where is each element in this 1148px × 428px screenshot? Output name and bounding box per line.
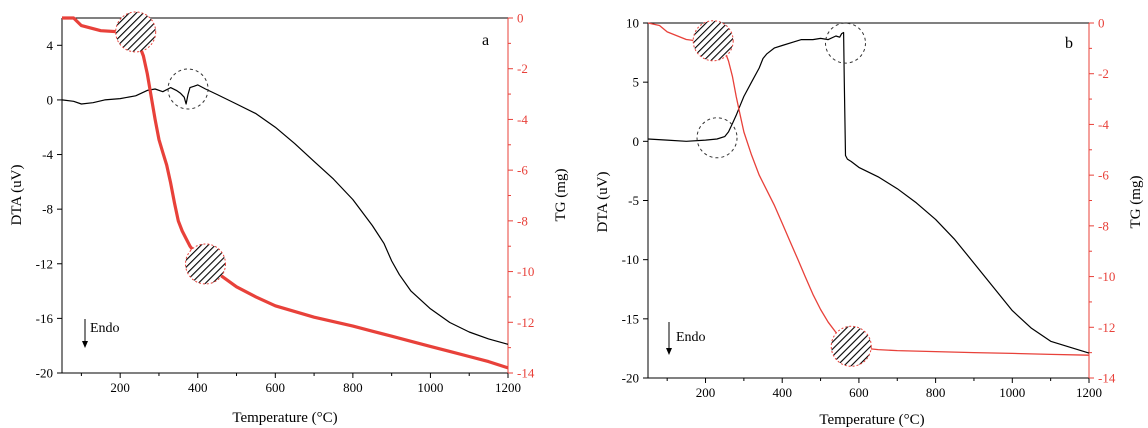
panel-a-y-right-tick-label: -12 xyxy=(517,315,534,330)
panel-a-label: a xyxy=(482,32,489,49)
panel-b-endo-arrow xyxy=(666,322,672,355)
panel-b-x-tick-label: 600 xyxy=(849,385,869,400)
panel-a-hatched-marker xyxy=(184,243,226,285)
panel-b-y-left-tick-label: -15 xyxy=(622,311,639,326)
panel-a-x-tick-label: 200 xyxy=(110,380,130,395)
panel-b-y-left-tick-label: -10 xyxy=(622,252,639,267)
panel-b-hatched-marker xyxy=(692,20,734,62)
panel-b-x-tick-label: 800 xyxy=(926,385,946,400)
panel-b-dashed-marker xyxy=(824,22,866,64)
panel-b-y-left-tick-label: 0 xyxy=(633,134,640,149)
panel-b-tg-series-line xyxy=(647,22,1090,356)
panel-a-ylabel-right: TG (mg) xyxy=(553,169,569,222)
panel-b-y-right-tick-label: 0 xyxy=(1098,16,1105,31)
panel-b-label: b xyxy=(1065,35,1073,52)
panel-b-x-tick-label: 1200 xyxy=(1076,385,1102,400)
panel-b-y-right-tick-label: -8 xyxy=(1098,218,1109,233)
panel-a-x-tick-label: 1000 xyxy=(417,380,443,395)
panel-a-y-left-tick-label: -12 xyxy=(36,256,53,271)
panel-b-y-left-tick-label: -20 xyxy=(622,371,639,386)
panel-b: b Temperature (°C) DTA (uV) TG (mg) Endo… xyxy=(595,16,1144,428)
panel-a: a Temperature (°C) DTA (uV) TG (mg) Endo… xyxy=(9,11,569,427)
panel-b-ylabel-left: DTA (uV) xyxy=(595,172,611,233)
panel-b-y-right-tick-label: -2 xyxy=(1098,66,1109,81)
panel-a-y-left-tick-label: -16 xyxy=(36,311,54,326)
panel-a-x-tick-label: 800 xyxy=(343,380,363,395)
panel-a-y-right-tick-label: -6 xyxy=(517,163,528,178)
panel-a-ylabel-left: DTA (uV) xyxy=(9,165,25,226)
panel-a-endo-label: Endo xyxy=(90,321,120,336)
panel-a-hatched-marker xyxy=(115,11,157,53)
panel-a-x-tick-label: 600 xyxy=(266,380,286,395)
panel-a-y-left-tick-label: -4 xyxy=(42,147,53,162)
panel-a-y-left-tick-label: -8 xyxy=(42,202,53,217)
panel-a-endo-arrow xyxy=(82,319,88,348)
panel-a-y-right-tick-label: -8 xyxy=(517,213,528,228)
panel-b-hatched-marker xyxy=(830,325,872,367)
panel-a-dta-series-line xyxy=(61,84,509,345)
panel-b-dta-series-line xyxy=(647,31,1090,354)
panel-b-y-left-tick-label: 5 xyxy=(633,75,640,90)
panel-a-y-right-tick-label: 0 xyxy=(517,11,524,26)
panel-a-y-right-tick-label: -14 xyxy=(517,366,535,381)
panel-b-y-left-tick-label: -5 xyxy=(628,193,639,208)
panel-a-x-tick-label: 1200 xyxy=(495,380,521,395)
panel-a-y-left-tick-label: -20 xyxy=(36,366,53,381)
panel-b-y-right-tick-label: -12 xyxy=(1098,320,1115,335)
panel-b-ylabel-right: TG (mg) xyxy=(1128,176,1144,229)
panel-b-x-tick-label: 1000 xyxy=(999,385,1025,400)
panel-a-xlabel: Temperature (°C) xyxy=(232,410,337,426)
panel-b-dashed-marker xyxy=(696,117,738,159)
panel-b-xlabel: Temperature (°C) xyxy=(819,412,924,428)
panel-b-y-right-tick-label: -6 xyxy=(1098,168,1109,183)
panel-b-x-tick-label: 200 xyxy=(696,385,716,400)
panel-b-y-right-tick-label: -4 xyxy=(1098,117,1109,132)
panel-a-y-right-tick-label: -2 xyxy=(517,61,528,76)
panel-a-y-left-tick-label: 0 xyxy=(47,92,54,107)
panel-a-dashed-marker xyxy=(167,68,209,110)
panel-b-y-right-tick-label: -10 xyxy=(1098,269,1115,284)
panel-b-y-left-tick-label: 10 xyxy=(626,16,639,31)
panel-a-x-tick-label: 400 xyxy=(188,380,208,395)
panel-a-y-left-tick-label: 4 xyxy=(47,38,54,53)
panel-a-y-right-tick-label: -10 xyxy=(517,264,534,279)
panel-b-x-tick-label: 400 xyxy=(772,385,792,400)
panel-a-y-right-tick-label: -4 xyxy=(517,112,528,127)
panel-a-tg-series-line xyxy=(62,16,509,370)
panel-b-y-right-tick-label: -14 xyxy=(1098,371,1116,386)
panel-b-endo-label: Endo xyxy=(676,330,706,345)
